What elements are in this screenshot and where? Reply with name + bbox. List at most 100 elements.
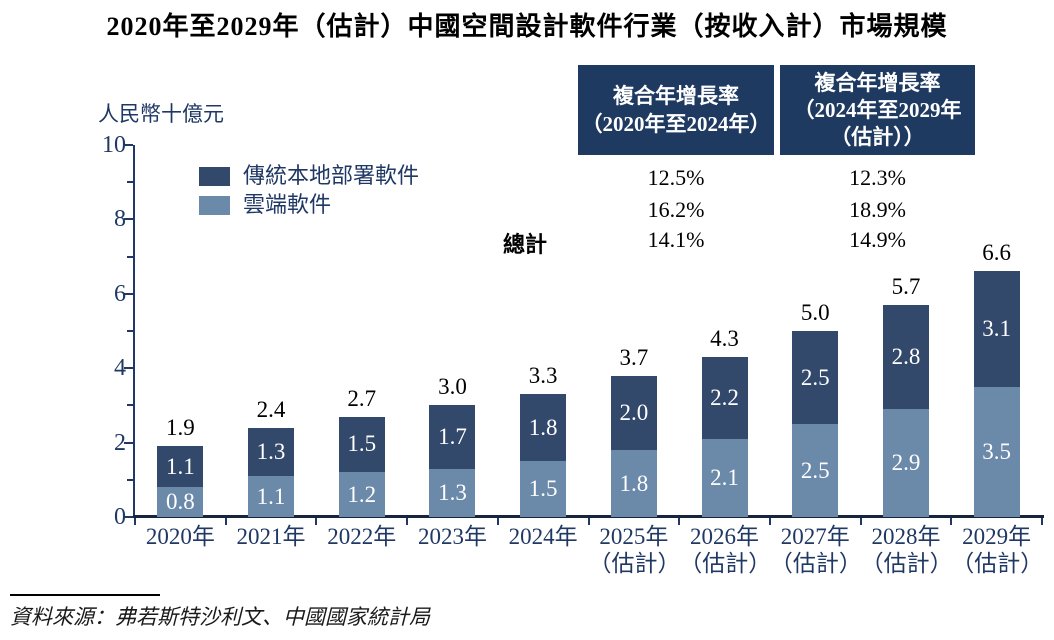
y-axis-line <box>133 145 135 518</box>
bar-value-cloud: 2.9 <box>891 450 921 476</box>
legend-label-cloud: 雲端軟件 <box>243 192 332 217</box>
bar-segment-cloud: 1.3 <box>429 468 476 517</box>
bar-value-traditional: 2.5 <box>800 364 830 390</box>
bar-value-cloud: 3.5 <box>982 438 1012 464</box>
bar-segment-cloud: 2.1 <box>701 438 748 517</box>
x-category-label: 2026年 （估計） <box>679 524 772 576</box>
bar-value-cloud: 1.3 <box>438 479 467 505</box>
cagr-traditional-2024-2029e: 12.3% <box>849 165 906 190</box>
cagr-header-2020-2024: 複合年增長率 （2020年至2024年） <box>578 65 774 155</box>
y-axis-tick <box>127 478 133 481</box>
y-axis-tick <box>127 255 133 258</box>
bar-segment-traditional: 2.8 <box>882 304 929 410</box>
x-category-label: 2024年 <box>508 524 578 549</box>
y-axis-tick-label: 8 <box>114 206 126 233</box>
bar-segment-traditional: 1.3 <box>248 427 295 477</box>
x-axis-tick <box>859 518 862 525</box>
legend-swatch-cloud-icon <box>199 195 230 215</box>
x-axis-tick <box>496 518 499 525</box>
x-axis-tick <box>406 518 409 525</box>
x-axis-tick <box>587 518 590 525</box>
legend-item-traditional: 傳統本地部署軟件 <box>199 163 420 188</box>
x-axis-tick <box>134 518 136 525</box>
source-divider-line <box>10 594 160 596</box>
bar-segment-cloud: 1.8 <box>610 450 657 517</box>
legend: 傳統本地部署軟件 雲端軟件 <box>199 163 420 224</box>
y-axis-tick-label: 4 <box>114 355 126 382</box>
cagr-total-2020-2024: 14.1% <box>647 227 705 252</box>
bar-value-traditional: 3.1 <box>982 316 1012 342</box>
x-category-label: 2027年 （估計） <box>769 524 862 576</box>
bar-segment-traditional: 1.8 <box>520 394 567 462</box>
x-category-label: 2021年 <box>236 524 306 549</box>
source-text: 資料來源：弗若斯特沙利文、中國國家統計局 <box>10 605 430 629</box>
y-axis-tick <box>124 516 133 518</box>
bar-segment-traditional: 3.1 <box>973 271 1020 387</box>
bar-segment-traditional: 2.2 <box>701 357 748 439</box>
bar-value-traditional: 2.8 <box>891 344 921 370</box>
chart-title: 2020年至2029年（估計）中國空間設計軟件行業（按收入計）市場規模 <box>106 12 948 41</box>
x-axis-tick <box>224 518 227 525</box>
bar-segment-cloud: 3.5 <box>973 386 1020 517</box>
bar-value-traditional: 1.5 <box>347 431 377 457</box>
bar-value-traditional: 2.0 <box>619 399 649 425</box>
x-axis-tick <box>768 518 771 525</box>
bar-value-cloud: 2.1 <box>710 464 739 490</box>
cagr-cloud-2024-2029e: 18.9% <box>849 197 906 222</box>
bar-segment-traditional: 1.7 <box>429 405 476 469</box>
y-axis-tick-label: 6 <box>114 280 126 307</box>
y-axis-tick-label: 2 <box>114 429 126 456</box>
bar-value-cloud: 1.5 <box>528 476 558 502</box>
x-category-label: 2025年 （估計） <box>588 524 681 576</box>
bar-total-label: 2.7 <box>347 385 377 411</box>
y-axis-tick <box>127 404 133 407</box>
bar-segment-cloud: 2.9 <box>882 409 929 517</box>
bar-value-cloud: 1.1 <box>256 483 286 509</box>
bar-segment-cloud: 1.1 <box>248 476 295 517</box>
bar-value-traditional: 1.7 <box>438 424 467 449</box>
x-category-label: 2022年 <box>327 524 397 549</box>
bar-total-label: 3.7 <box>619 344 649 370</box>
bar-total-label: 3.3 <box>528 363 558 389</box>
x-category-label: 2028年 （估計） <box>860 524 953 576</box>
bar-total-label: 1.9 <box>165 415 195 441</box>
y-axis-unit-label: 人民幣十億元 <box>98 102 224 126</box>
bar-value-cloud: 1.8 <box>619 470 649 496</box>
bar-value-cloud: 1.2 <box>347 481 377 507</box>
bar-segment-cloud: 2.5 <box>792 424 839 517</box>
x-category-label: 2023年 <box>417 524 487 549</box>
x-axis-tick <box>1041 518 1043 525</box>
bar-segment-cloud: 1.2 <box>338 472 385 517</box>
legend-item-cloud: 雲端軟件 <box>199 192 419 217</box>
bar-segment-traditional: 2.0 <box>610 375 657 451</box>
cagr-cloud-2020-2024: 16.2% <box>647 197 705 222</box>
y-axis-tick-label: 10 <box>102 132 126 158</box>
x-axis-line <box>133 515 1044 518</box>
bar-total-label: 3.0 <box>438 374 467 400</box>
legend-label-traditional: 傳統本地部署軟件 <box>243 163 420 188</box>
legend-swatch-traditional-icon <box>199 166 230 186</box>
y-axis-tick <box>124 292 133 295</box>
x-axis-tick <box>950 518 953 525</box>
y-axis-tick-label: 0 <box>114 504 126 530</box>
bar-total-label: 2.4 <box>256 396 286 422</box>
cagr-total-row-label: 總計 <box>502 232 547 257</box>
bar-segment-traditional: 1.5 <box>338 416 385 473</box>
bar-value-cloud: 2.5 <box>800 457 830 483</box>
y-axis-tick <box>124 367 133 370</box>
x-category-label: 2020年 <box>145 524 215 549</box>
bar-total-label: 5.0 <box>800 300 830 325</box>
bar-value-traditional: 1.1 <box>165 453 195 479</box>
bar-value-traditional: 1.8 <box>528 414 558 440</box>
bar-value-traditional: 1.3 <box>256 438 286 464</box>
y-axis-tick <box>127 330 133 332</box>
bar-total-label: 4.3 <box>710 326 739 352</box>
x-axis-tick <box>678 518 681 525</box>
x-category-label: 2029年 （估計） <box>951 524 1044 576</box>
y-axis-tick <box>124 144 133 146</box>
bar-segment-traditional: 2.5 <box>792 331 839 424</box>
bar-value-cloud: 0.8 <box>165 489 195 515</box>
bar-segment-cloud: 0.8 <box>157 487 204 517</box>
bar-total-label: 5.7 <box>891 273 921 299</box>
